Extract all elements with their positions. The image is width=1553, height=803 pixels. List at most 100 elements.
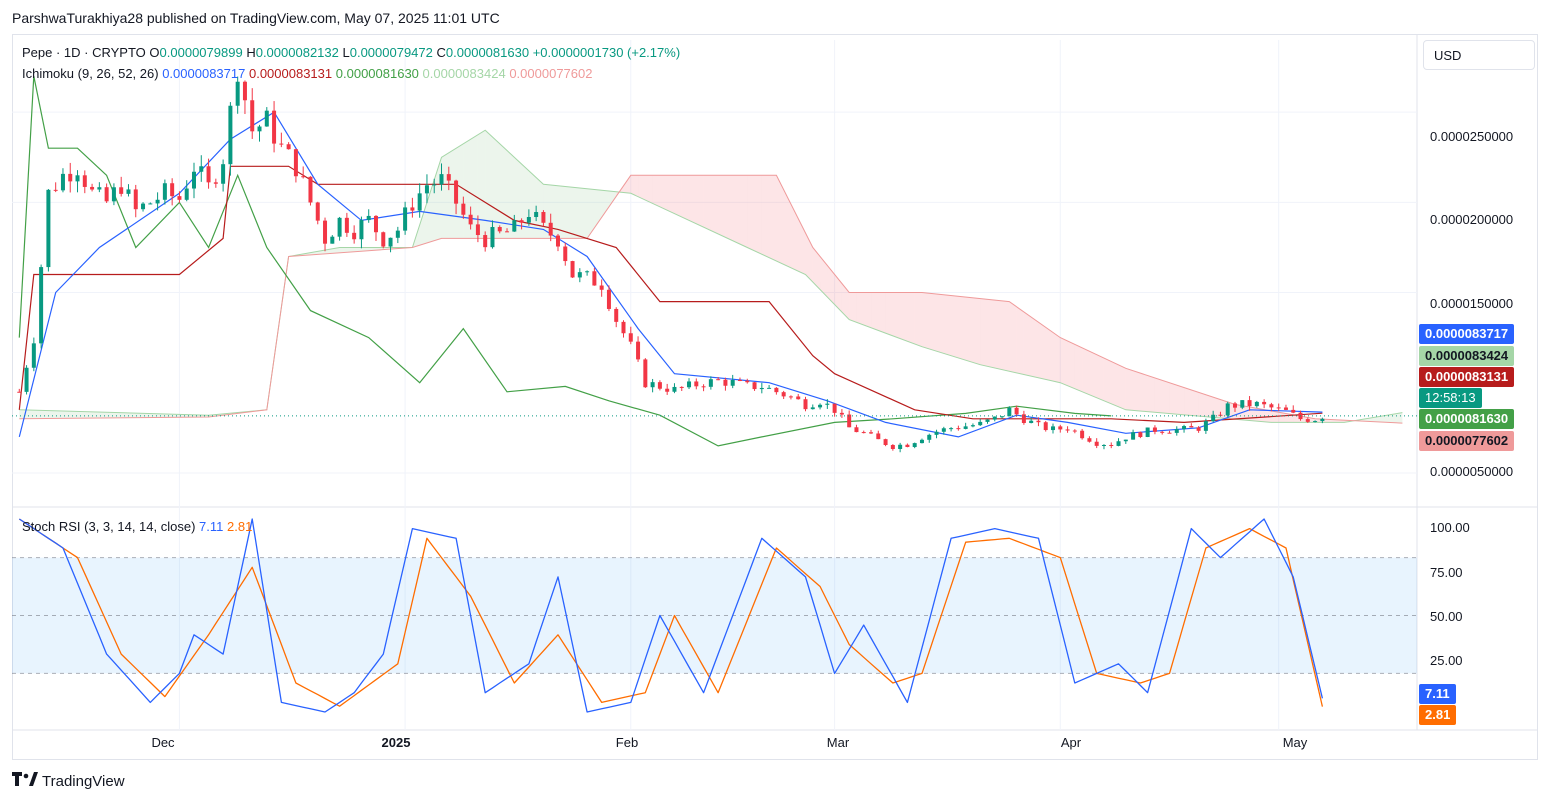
conversion-line-badge: 0.0000083717 xyxy=(1419,324,1515,344)
tradingview-logo[interactable]: TradingView xyxy=(12,772,125,790)
candle-body xyxy=(1160,431,1165,433)
candle-body xyxy=(883,439,888,446)
candle-body xyxy=(1196,427,1201,431)
ichimoku-base-value: 0.0000083131 xyxy=(248,66,333,81)
kumo-cloud-bearish xyxy=(696,175,704,228)
kumo-cloud-bullish xyxy=(572,187,580,239)
candle-body xyxy=(395,230,400,238)
kumo-cloud-bearish xyxy=(1154,377,1163,413)
kumo-cloud-bearish xyxy=(1111,361,1119,407)
candle-body xyxy=(1014,407,1019,415)
candle-body xyxy=(1043,422,1048,431)
candle-body xyxy=(687,381,692,388)
candle-body xyxy=(1167,432,1172,434)
kumo-cloud-bullish xyxy=(172,414,180,418)
open-value: 0.0000079899 xyxy=(159,45,243,60)
currency-selector[interactable]: USD xyxy=(1423,40,1535,70)
candle-body xyxy=(39,267,44,344)
kumo-cloud-bearish xyxy=(1169,382,1177,415)
candle-body xyxy=(672,386,677,392)
candle-body xyxy=(184,188,189,200)
candle-body xyxy=(869,432,874,434)
kumo-cloud-bearish xyxy=(761,175,770,258)
symbol-legend: Pepe · 1D · CRYPTO O0.0000079899 H0.0000… xyxy=(22,45,680,60)
candle-body xyxy=(344,217,349,233)
kumo-cloud-bearish xyxy=(805,233,813,283)
kumo-cloud-bearish xyxy=(871,292,879,331)
symbol-name[interactable]: Pepe · 1D · CRYPTO xyxy=(22,45,146,60)
kumo-cloud-bearish xyxy=(1067,341,1075,389)
candle-body xyxy=(577,272,582,278)
kumo-cloud-bearish xyxy=(681,175,690,221)
candle-body xyxy=(861,432,866,434)
tenkan-sen-line xyxy=(18,111,1323,438)
kumo-cloud-bullish xyxy=(77,411,85,419)
candle-body xyxy=(279,143,284,145)
kumo-cloud-bearish xyxy=(1060,337,1068,386)
candle-body xyxy=(665,388,670,392)
kumo-cloud-bearish xyxy=(885,292,893,336)
candle-body xyxy=(1313,421,1318,423)
kumo-cloud-bullish xyxy=(557,185,566,239)
chikou-span-line xyxy=(18,75,1112,447)
kumo-cloud-bearish xyxy=(892,292,901,339)
kumo-cloud-bullish xyxy=(1395,412,1403,424)
candle-body xyxy=(796,396,801,400)
kumo-cloud-bearish xyxy=(747,175,755,251)
candle-body xyxy=(1247,400,1252,407)
tradingview-logo-icon xyxy=(12,772,38,790)
candle-body xyxy=(1182,426,1187,430)
candle-body xyxy=(701,386,706,388)
ichimoku-label[interactable]: Ichimoku (9, 26, 52, 26) xyxy=(22,66,159,81)
candle-body xyxy=(111,187,116,202)
kumo-cloud-bullish xyxy=(143,413,151,418)
candle-body xyxy=(1240,400,1245,408)
kumo-cloud-bullish xyxy=(310,251,318,255)
candle-body xyxy=(767,387,772,389)
kumo-cloud-bearish xyxy=(1002,300,1010,372)
kumo-cloud-bearish xyxy=(798,218,806,275)
kumo-cloud-bearish xyxy=(1038,322,1046,380)
kumo-cloud-bullish xyxy=(84,411,93,419)
candle-body xyxy=(956,428,961,430)
kumo-cloud-bearish xyxy=(943,294,952,356)
candle-body xyxy=(148,203,153,205)
kumo-cloud-bearish xyxy=(623,175,631,194)
candle-body xyxy=(1254,401,1259,407)
candle-body xyxy=(141,203,146,210)
kumo-cloud-bearish xyxy=(834,274,842,313)
candle-body xyxy=(1080,430,1085,439)
candle-body xyxy=(781,392,786,397)
kumo-cloud-bearish xyxy=(878,292,886,334)
candle-body xyxy=(985,419,990,422)
candle-body xyxy=(308,176,313,203)
candle-body xyxy=(832,403,837,413)
base-line-badge: 0.0000083131 xyxy=(1419,367,1515,387)
candle-body xyxy=(60,173,65,191)
publish-header: ParshwaTurakhiya28 published on TradingV… xyxy=(12,10,500,26)
kumo-cloud-bearish xyxy=(958,296,966,361)
candle-body xyxy=(90,186,95,190)
candle-body xyxy=(978,421,983,426)
candle-body xyxy=(133,189,138,210)
kumo-cloud-bearish xyxy=(1140,373,1148,412)
candle-body xyxy=(898,444,903,450)
candle-body xyxy=(650,382,655,388)
kumo-cloud-bullish xyxy=(157,413,165,418)
candle-body xyxy=(1218,414,1223,416)
kumo-cloud-bearish xyxy=(812,247,821,290)
kumo-cloud-bearish xyxy=(718,175,726,238)
kumo-cloud-bullish xyxy=(477,130,486,239)
kumo-cloud-bearish xyxy=(849,292,857,323)
kumo-cloud-bearish xyxy=(710,175,719,234)
kumo-cloud-bullish xyxy=(339,247,347,253)
stoch-k-value: 7.11 xyxy=(199,519,224,534)
candle-body xyxy=(723,379,728,386)
kumo-cloud-bearish xyxy=(667,175,675,214)
candle-body xyxy=(293,149,298,177)
kumo-cloud-bullish xyxy=(179,414,187,418)
stoch-rsi-label[interactable]: Stoch RSI (3, 3, 14, 14, close) xyxy=(22,519,196,534)
candle-body xyxy=(1320,418,1325,422)
candle-body xyxy=(555,235,560,247)
